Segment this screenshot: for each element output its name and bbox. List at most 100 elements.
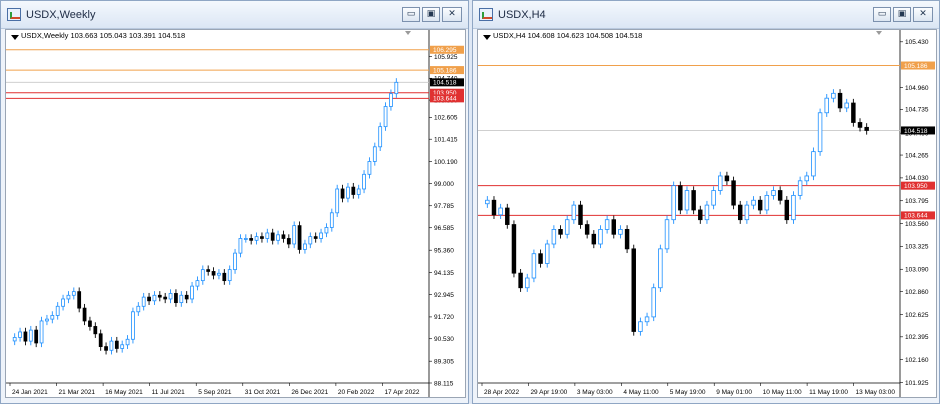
y-tick-label: 89.305 (434, 358, 454, 365)
bull-candle (12, 337, 17, 342)
bull-candle (233, 252, 237, 271)
bull-candle (372, 146, 377, 162)
level-price-label: 103.644 (904, 213, 928, 220)
minimize-button[interactable]: ▭ (873, 7, 891, 22)
bull-candle (125, 338, 130, 346)
bull-candle (638, 321, 643, 332)
x-tick-label: 20 Feb 2022 (338, 389, 375, 396)
candlestick-chart[interactable]: 105.925104.740103.550102.605101.415100.1… (6, 30, 465, 397)
y-tick-label: 96.585 (434, 225, 454, 232)
y-tick-label: 88.115 (434, 380, 454, 387)
y-tick-label: 102.605 (434, 115, 458, 122)
y-tick-label: 104.735 (905, 107, 929, 114)
bull-candle (831, 92, 836, 99)
bull-candle (28, 329, 33, 342)
x-tick-label: 3 May 03:00 (577, 389, 613, 396)
bull-candle (243, 238, 248, 240)
candlestick-chart[interactable]: 105.430104.960104.735104.490104.265104.0… (478, 30, 936, 397)
bull-candle (356, 188, 361, 195)
y-tick-label: 95.360 (434, 247, 454, 254)
bear-candle (518, 272, 523, 289)
bull-candle (254, 236, 259, 241)
bull-candle (66, 294, 71, 300)
level-price-label: 103.950 (904, 183, 928, 190)
bear-candle (698, 209, 703, 221)
bull-candle (362, 173, 366, 190)
x-tick-label: 9 May 01:00 (716, 389, 752, 396)
bear-candle (114, 340, 119, 349)
bear-candle (624, 229, 630, 250)
bull-candle (131, 311, 135, 340)
bull-candle (658, 248, 663, 289)
bear-candle (864, 126, 869, 131)
chart-menu-arrow-icon[interactable] (11, 35, 19, 40)
bull-candle (168, 293, 173, 300)
x-tick-label: 24 Jan 2021 (12, 389, 48, 396)
minimize-button[interactable]: ▭ (402, 7, 420, 22)
close-button[interactable]: ✕ (442, 7, 462, 22)
bear-candle (678, 185, 683, 211)
y-tick-label: 103.560 (905, 221, 929, 228)
bear-candle (851, 102, 856, 123)
close-button[interactable]: ✕ (913, 7, 933, 22)
bull-candle (389, 93, 393, 107)
bear-candle (584, 224, 590, 235)
price-chart-area[interactable]: 105.925104.740103.550102.605101.415100.1… (5, 29, 466, 398)
bull-candle (308, 236, 313, 245)
bear-candle (184, 294, 189, 300)
y-tick-label: 104.265 (905, 152, 929, 159)
restore-button[interactable]: ▣ (893, 7, 911, 22)
y-tick-label: 90.530 (434, 336, 454, 343)
bear-candle (98, 333, 103, 348)
level-price-tag (430, 45, 464, 54)
bull-candle (55, 305, 60, 316)
bull-candle (571, 204, 577, 221)
bull-candle (179, 294, 184, 304)
level-price-label: 103.950 (433, 90, 457, 97)
window-title: USDX,Weekly (26, 9, 96, 21)
current-price-label: 104.518 (904, 128, 928, 135)
bull-candle (711, 190, 716, 206)
bear-candle (222, 272, 227, 282)
h4-chart-window[interactable]: USDX,H4 ▭ ▣ ✕ 105.430104.960104.735104.4… (472, 0, 940, 404)
x-tick-label: 13 May 03:00 (856, 389, 896, 396)
bull-candle (394, 81, 399, 95)
y-tick-label: 102.860 (905, 289, 929, 296)
y-tick-label: 101.925 (905, 380, 929, 387)
level-price-tag (430, 88, 464, 97)
level-price-tag (430, 66, 464, 75)
weekly-chart-window[interactable]: USDX,Weekly ▭ ▣ ✕ 105.925104.740103.5501… (0, 0, 469, 404)
chart-header: USDX,Weekly 103.663 105.043 103.391 104.… (21, 31, 186, 40)
bull-candle (152, 294, 157, 302)
x-tick-label: 31 Oct 2021 (245, 389, 281, 396)
restore-button[interactable]: ▣ (422, 7, 440, 22)
bear-candle (297, 225, 302, 250)
bear-candle (281, 234, 286, 239)
bull-candle (797, 180, 803, 196)
bull-candle (319, 232, 323, 239)
y-tick-label: 104.030 (905, 175, 929, 182)
x-tick-label: 5 May 19:00 (670, 389, 706, 396)
y-tick-label: 105.925 (434, 54, 458, 61)
y-tick-label: 103.795 (905, 198, 929, 205)
bull-candle (671, 185, 676, 221)
bull-candle (604, 219, 610, 230)
window-titlebar[interactable]: USDX,H4 ▭ ▣ ✕ (473, 1, 939, 29)
bull-candle (276, 234, 280, 241)
bull-candle (751, 199, 756, 206)
bull-candle (564, 219, 570, 235)
bull-candle (141, 296, 146, 307)
price-chart-area[interactable]: 105.430104.960104.735104.490104.265104.0… (477, 29, 937, 398)
y-tick-label: 99.000 (434, 181, 454, 188)
window-titlebar[interactable]: USDX,Weekly ▭ ▣ ✕ (1, 1, 468, 29)
bear-candle (147, 296, 151, 302)
chart-menu-arrow-icon[interactable] (483, 35, 491, 40)
bear-candle (724, 175, 730, 182)
y-tick-label: 103.325 (905, 244, 929, 251)
bear-candle (757, 199, 763, 211)
bull-candle (544, 243, 550, 264)
bear-candle (340, 188, 345, 199)
bear-candle (631, 248, 636, 332)
bull-candle (824, 97, 829, 114)
chart-window-icon (7, 8, 21, 21)
